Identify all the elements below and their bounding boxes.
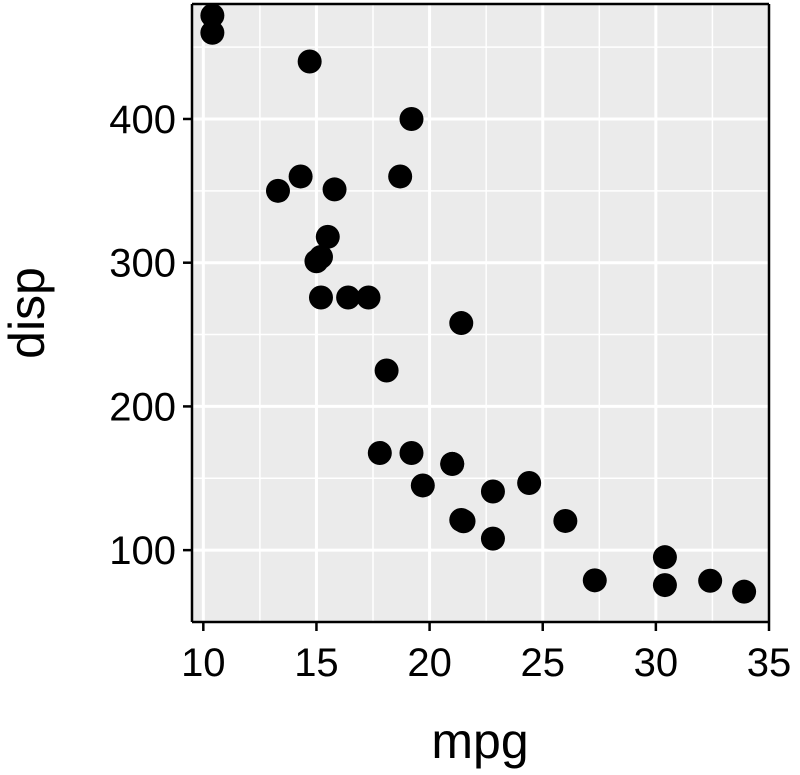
y-tick-label: 200 [109, 385, 176, 429]
data-point [308, 285, 333, 310]
data-point [449, 507, 474, 532]
minor-gridlines [192, 4, 769, 622]
x-tick-label: 15 [294, 641, 339, 685]
data-point [304, 249, 329, 274]
data-point [297, 49, 322, 74]
data-point [388, 164, 413, 189]
data-point [698, 568, 723, 593]
x-tick-label: 10 [181, 641, 226, 685]
data-point [322, 177, 347, 202]
data-point [440, 451, 465, 476]
data-point [374, 358, 399, 383]
data-point [652, 545, 677, 570]
data-point [732, 579, 757, 604]
data-point [480, 526, 505, 551]
data-point [288, 164, 313, 189]
x-tick-label: 30 [634, 641, 679, 685]
x-tick-label: 35 [747, 641, 792, 685]
x-axis-title: mpg [431, 713, 528, 769]
data-point [449, 311, 474, 336]
data-point [265, 178, 290, 203]
data-point [582, 568, 607, 593]
data-point [315, 224, 340, 249]
y-axis-title: disp [0, 267, 55, 359]
major-gridlines [192, 4, 769, 622]
data-point [652, 573, 677, 598]
data-point [399, 106, 424, 131]
y-tick-label: 100 [109, 529, 176, 573]
y-axis-ticks: 100 200 300 400 [109, 98, 192, 573]
y-tick-label: 300 [109, 242, 176, 286]
data-point [410, 473, 435, 498]
data-point [200, 3, 225, 28]
y-tick-label: 400 [109, 98, 176, 142]
plot-panel [192, 4, 769, 622]
data-points [200, 3, 757, 604]
data-point [200, 20, 225, 45]
data-point [367, 440, 392, 465]
data-point [480, 479, 505, 504]
data-point [517, 471, 542, 496]
data-point [553, 508, 578, 533]
data-point [356, 285, 381, 310]
x-tick-label: 25 [520, 641, 565, 685]
data-point [399, 440, 424, 465]
data-point [336, 285, 361, 310]
x-tick-label: 20 [407, 641, 452, 685]
x-axis-ticks: 10 15 20 25 30 35 [181, 622, 791, 685]
